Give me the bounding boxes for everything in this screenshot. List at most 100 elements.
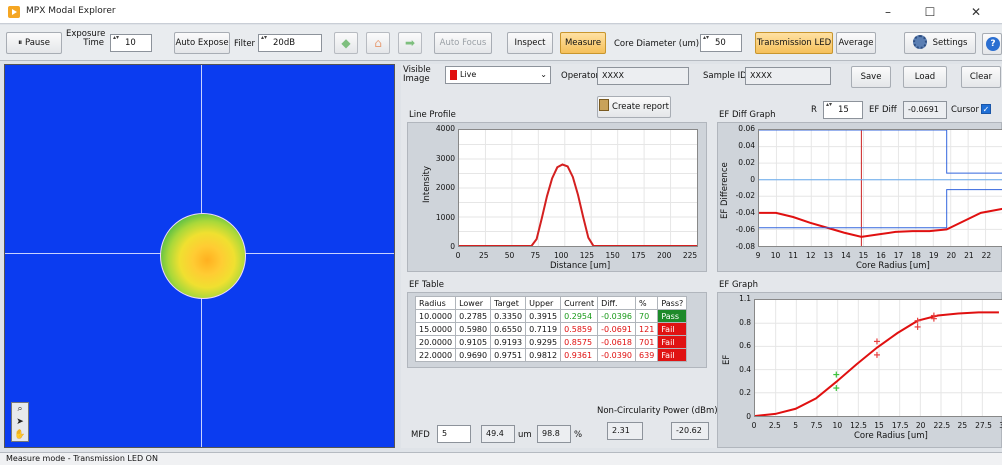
y-tick-label: -0.04 [735, 208, 755, 218]
non-circularity-label: Non-Circularity [597, 406, 661, 416]
title-bar: MPX Modal Explorer – ☐ ✕ [0, 0, 1002, 24]
core-diameter-input[interactable]: 50 [700, 33, 742, 52]
x-tick-label: 10 [770, 251, 781, 260]
non-circularity-value: 2.31 [607, 422, 643, 440]
pan-hand-icon[interactable]: ✋ [14, 430, 26, 440]
pause-icon: ⏸ [18, 38, 25, 48]
load-button[interactable]: Load [903, 66, 947, 88]
y-tick-label: 0.4 [739, 364, 751, 374]
x-tick-label: 21 [964, 251, 974, 260]
table-cell: 0.5980 [455, 322, 492, 336]
x-tick-label: 175 [631, 251, 646, 260]
power-label: Power (dBm) [663, 406, 718, 416]
ef-graph-plot[interactable] [754, 299, 1002, 417]
table-header: Radius [414, 296, 457, 310]
operator-input[interactable]: XXXX [597, 67, 689, 85]
create-report-button[interactable]: Create report [597, 96, 671, 118]
x-tick-label: 15 [874, 421, 884, 430]
table-cell: Fail [657, 322, 688, 336]
data-point-marker [833, 371, 840, 378]
x-tick-label: 22.5 [933, 421, 951, 430]
window-title: MPX Modal Explorer [26, 6, 116, 16]
help-button[interactable]: ? [982, 33, 1002, 55]
x-tick-label: 150 [605, 251, 620, 260]
data-point-marker [914, 323, 921, 330]
table-cell: 10.0000 [414, 309, 457, 323]
y-tick-label: 0.2 [739, 388, 751, 398]
ef-diff-plot[interactable] [758, 129, 1002, 247]
table-cell: 0.6550 [490, 322, 527, 336]
arrow-left-icon[interactable]: ◆ [334, 32, 358, 54]
x-tick-label: 14 [841, 251, 851, 260]
table-cell: 0.8575 [560, 335, 599, 349]
r-input[interactable]: 15 [823, 100, 863, 119]
auto-expose-button[interactable]: Auto Expose [174, 32, 230, 54]
filter-label: Filter [234, 39, 256, 49]
x-tick-label: 200 [657, 251, 672, 260]
pause-button[interactable]: ⏸ Pause [6, 32, 62, 54]
line-profile-ylabel: Intensity [422, 166, 432, 203]
home-icon[interactable]: ⌂ [366, 32, 390, 54]
y-tick-label: 1.1 [739, 294, 751, 303]
series-line [459, 163, 697, 246]
table-cell: 15.0000 [414, 322, 457, 336]
table-cell: 70 [635, 309, 659, 323]
line-profile-plot[interactable] [458, 129, 698, 247]
auto-focus-button[interactable]: Auto Focus [434, 32, 492, 54]
x-tick-label: 11 [788, 251, 798, 260]
table-cell: 0.9361 [560, 348, 599, 362]
save-button[interactable]: Save [851, 66, 891, 88]
minimize-button[interactable]: – [885, 5, 891, 19]
operator-label: Operator [561, 71, 600, 81]
average-button[interactable]: Average [836, 32, 876, 54]
sample-id-input[interactable]: XXXX [745, 67, 831, 85]
cursor-checkbox[interactable]: ✓ [981, 104, 991, 114]
pointer-icon[interactable]: ➤ [16, 417, 24, 427]
help-icon: ? [986, 37, 1000, 51]
transmission-led-button[interactable]: Transmission LED [755, 32, 833, 54]
ef-diff-panel: 0.06 0.04 0.02 0 -0.02 -0.04 -0.06 -0.08 9 10 11 1… [717, 122, 1002, 272]
x-tick-label: 27.5 [975, 421, 992, 430]
table-cell: -0.0390 [597, 348, 637, 362]
table-header: Upper [525, 296, 562, 310]
x-tick-label: 22 [981, 251, 992, 260]
table-cell: Fail [657, 348, 688, 362]
zoom-icon[interactable]: ⌕ [17, 404, 23, 414]
ef-graph-ylabel: EF [722, 354, 732, 365]
measure-button[interactable]: Measure [560, 32, 606, 54]
table-header: Lower [455, 296, 492, 310]
data-point-marker [873, 351, 880, 358]
x-tick-label: 5 [793, 421, 799, 430]
x-tick-label: 9 [755, 251, 761, 260]
power-value: -20.62 [671, 422, 709, 440]
filter-input[interactable]: 20dB [258, 33, 322, 52]
camera-view[interactable]: ⌕ ➤ ✋ [4, 64, 395, 448]
close-button[interactable]: ✕ [970, 5, 982, 19]
ef-graph-title: EF Graph [719, 280, 759, 290]
table-cell: 0.9812 [525, 348, 562, 362]
table-cell: Pass [657, 309, 688, 323]
exposure-time-input[interactable]: 10 [110, 33, 152, 52]
core-diameter-label: Core Diameter (um) [614, 39, 700, 49]
x-tick-label: 15 [858, 251, 869, 260]
mfd-input[interactable]: 5 [437, 425, 471, 443]
table-row: 15.0000 0.5980 0.6550 0.7119 0.5859 -0.0691 12… [414, 322, 688, 336]
table-cell: 0.7119 [525, 322, 562, 336]
view-tools: ⌕ ➤ ✋ [11, 402, 29, 442]
status-bar: Measure mode - Transmission LED ON [0, 452, 1002, 465]
table-cell: -0.0396 [597, 309, 637, 323]
table-cell: 0.5859 [560, 322, 599, 336]
pct-label: % [574, 430, 583, 440]
x-tick-label: 2 [996, 251, 1002, 260]
maximize-button[interactable]: ☐ [924, 5, 936, 19]
table-cell: 0.9193 [490, 335, 527, 349]
arrow-right-icon[interactable]: ➡ [398, 32, 422, 54]
y-tick-label: 0 [450, 242, 455, 251]
settings-button[interactable]: Settings [904, 32, 976, 54]
clear-button[interactable]: Clear [961, 66, 1001, 88]
inspect-button[interactable]: Inspect [507, 32, 553, 54]
visible-image-select[interactable]: Live ⌄ [445, 66, 551, 84]
table-cell: 22.0000 [414, 348, 457, 362]
x-tick-label: 0 [455, 251, 461, 260]
table-row: 22.0000 0.9690 0.9751 0.9812 0.9361 -0.0390 63… [414, 348, 688, 362]
